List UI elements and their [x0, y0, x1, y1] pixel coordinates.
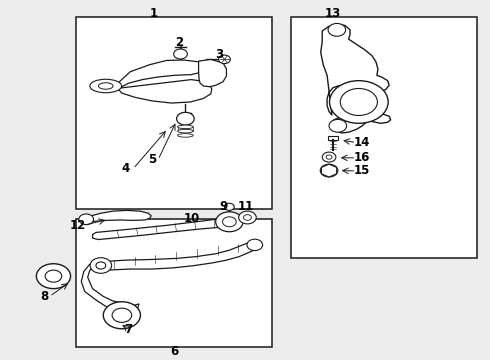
Circle shape [173, 49, 187, 59]
Bar [328, 136, 338, 140]
PathPatch shape [321, 24, 391, 133]
FancyBboxPatch shape [292, 17, 477, 258]
PathPatch shape [118, 60, 205, 87]
Text: 12: 12 [70, 219, 86, 232]
Text: 16: 16 [354, 151, 370, 164]
Text: 2: 2 [175, 36, 183, 49]
Ellipse shape [177, 125, 193, 129]
Circle shape [239, 211, 256, 224]
Ellipse shape [177, 134, 193, 137]
Circle shape [328, 23, 345, 36]
Text: 5: 5 [148, 153, 156, 166]
PathPatch shape [93, 217, 240, 239]
Ellipse shape [98, 83, 113, 89]
Text: 11: 11 [238, 200, 254, 213]
Text: 9: 9 [219, 200, 227, 213]
Circle shape [219, 55, 230, 64]
Text: 10: 10 [184, 212, 200, 225]
Text: 1: 1 [149, 7, 158, 21]
Text: 15: 15 [354, 165, 370, 177]
Circle shape [329, 120, 346, 132]
Circle shape [216, 212, 243, 232]
Circle shape [247, 239, 263, 251]
Circle shape [103, 302, 141, 329]
Text: 4: 4 [121, 162, 129, 175]
Circle shape [330, 81, 388, 123]
Text: 6: 6 [170, 345, 178, 358]
Circle shape [176, 112, 194, 125]
Circle shape [96, 262, 106, 269]
Circle shape [112, 308, 132, 322]
PathPatch shape [81, 262, 139, 314]
PathPatch shape [86, 210, 151, 222]
PathPatch shape [95, 242, 257, 270]
Ellipse shape [90, 79, 122, 93]
Circle shape [90, 258, 112, 273]
PathPatch shape [198, 59, 226, 87]
Ellipse shape [177, 129, 193, 133]
FancyBboxPatch shape [76, 219, 272, 347]
Circle shape [79, 214, 94, 225]
PathPatch shape [118, 80, 212, 103]
Circle shape [224, 203, 234, 210]
Text: 7: 7 [124, 323, 133, 336]
Circle shape [322, 152, 336, 162]
Circle shape [36, 264, 71, 289]
Circle shape [244, 215, 251, 220]
Text: 14: 14 [354, 136, 370, 149]
Text: 3: 3 [215, 48, 223, 61]
Circle shape [45, 270, 62, 282]
Circle shape [320, 164, 338, 177]
Circle shape [222, 217, 236, 227]
Text: 8: 8 [41, 290, 49, 303]
Circle shape [340, 89, 377, 116]
Circle shape [326, 155, 332, 159]
Text: 13: 13 [325, 7, 341, 21]
FancyBboxPatch shape [76, 17, 272, 209]
